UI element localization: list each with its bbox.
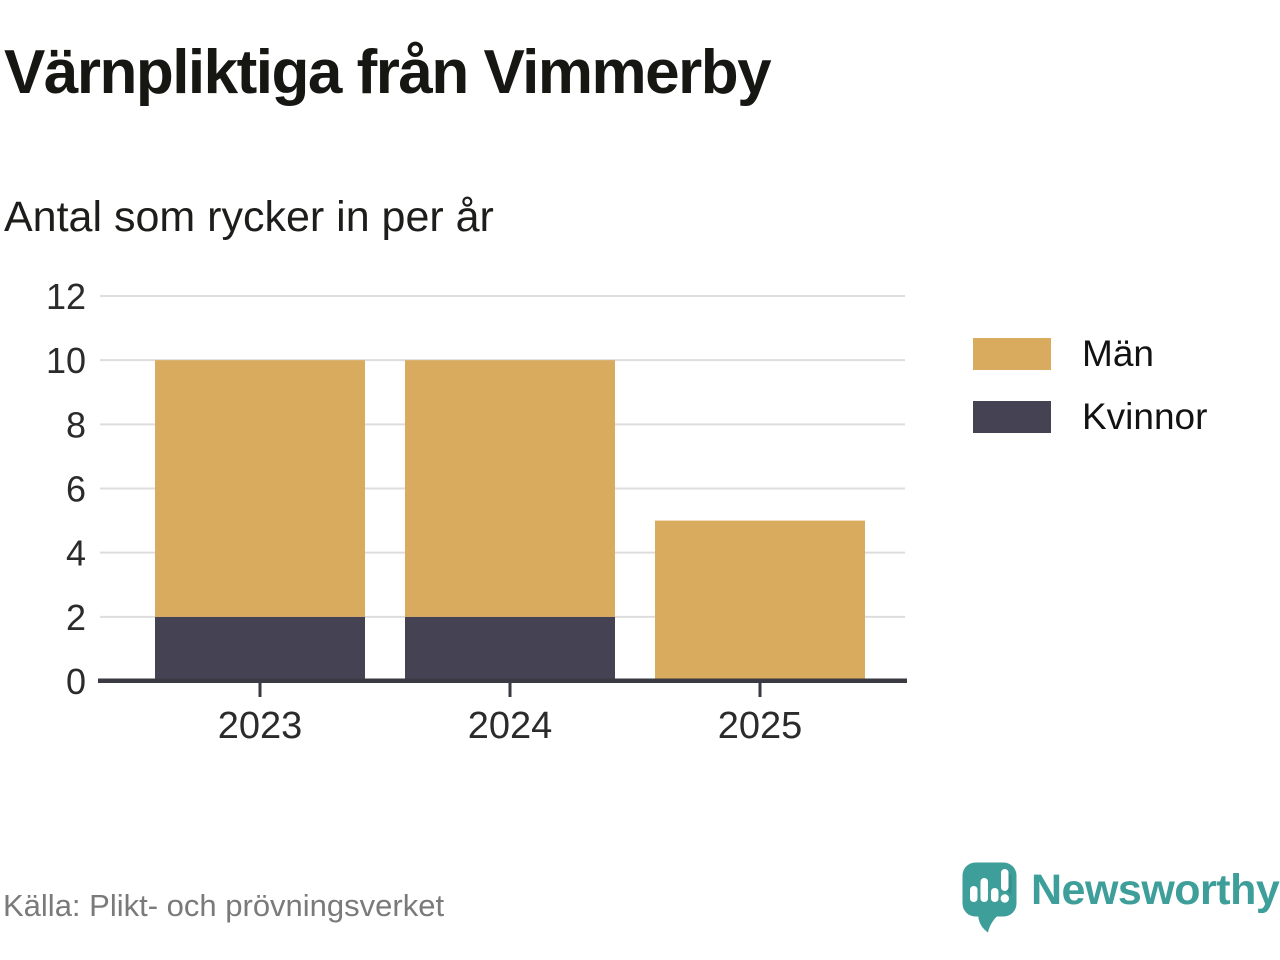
x-axis-tick-label: 2023 [218,705,303,747]
bar-segment-män-2023 [155,360,365,617]
bar-segment-kvinnor-2023 [155,616,365,681]
y-axis-tick-label: 2 [66,597,86,638]
legend-label: Kvinnor [1082,396,1208,437]
legend-item-kvinnor: Kvinnor [973,398,1207,435]
bar-segment-kvinnor-2024 [405,616,615,681]
y-axis-tick-label: 0 [66,661,86,702]
x-axis-tick-label: 2025 [718,705,803,747]
bar-segment-män-2024 [405,360,615,617]
y-axis-tick-label: 12 [46,276,86,317]
newsworthy-logo: Newsworthy [961,861,1280,934]
y-axis-tick-label: 10 [46,340,86,381]
x-axis-tick-label: 2024 [468,705,553,747]
chart-subtitle: Antal som rycker in per år [4,193,494,241]
newsworthy-logo-text: Newsworthy [1031,866,1280,914]
y-axis-tick-label: 8 [66,404,86,445]
legend-label: Män [1082,333,1154,374]
legend-swatch [973,337,1051,370]
x-axis-tick [258,683,262,697]
x-axis-line [98,678,907,683]
x-axis-tick [758,683,762,697]
legend-swatch [973,400,1051,433]
x-axis-tick [508,683,512,697]
bar-segment-män-2025 [655,520,865,681]
chart-legend: Män Kvinnor [973,335,1207,435]
y-axis-tick-label: 6 [66,469,86,510]
legend-item-män: Män [973,335,1207,372]
page-title: Värnpliktiga från Vimmerby [4,38,772,107]
stacked-bar-chart: 0 2 4 6 8 10 12 2023 2024 2025 [46,276,907,747]
newsworthy-logo-icon [962,862,1017,933]
y-axis-tick-label: 4 [66,533,86,574]
source-caption: Källa: Plikt- och prövningsverket [3,888,445,923]
